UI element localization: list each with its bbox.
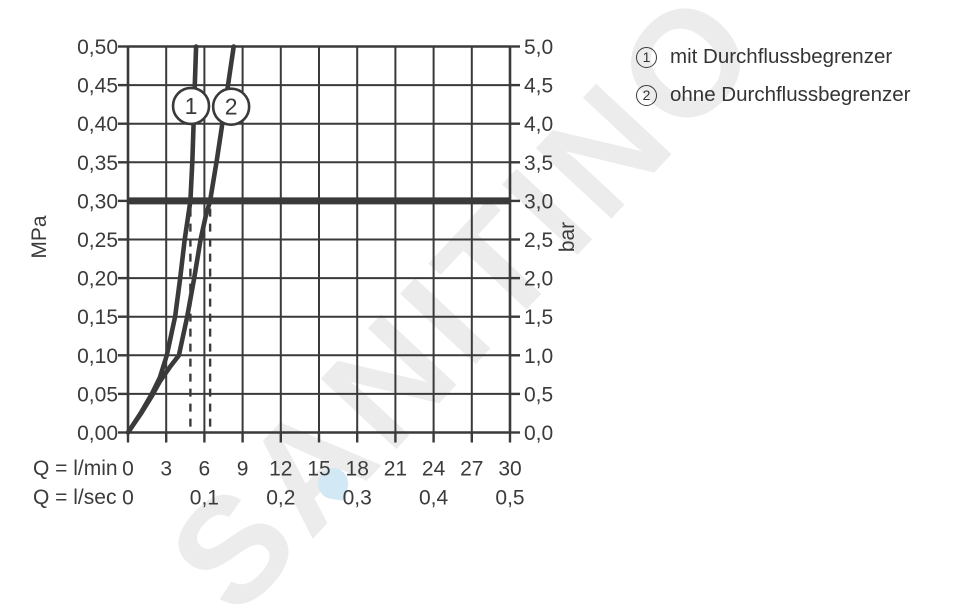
y-tick-label-bar: 1,0 [524, 345, 553, 368]
y-tick-label-bar: 0,5 [524, 383, 553, 406]
legend-label-1: mit Durchflussbegrenzer [670, 45, 893, 68]
legend-symbol-2-icon: 2 [636, 84, 657, 106]
y-tick-label-mpa: 0,20 [77, 268, 118, 291]
x-tick-label-lmin: 21 [384, 458, 407, 481]
y-tick-label-bar: 5,0 [524, 36, 553, 59]
y-tick-label-bar: 4,0 [524, 113, 553, 136]
x-tick-label-lmin: 15 [307, 458, 330, 481]
x-tick-label-lsec: 0,4 [419, 487, 449, 510]
x-tick-label-lsec: 0,1 [190, 487, 219, 510]
y-tick-label-mpa: 0,30 [77, 190, 118, 213]
y-tick-label-mpa: 0,35 [77, 152, 118, 175]
x-tick-label-lsec: 0 [122, 487, 134, 510]
x-tick-label-lsec: 0,3 [343, 487, 372, 510]
y-tick-label-mpa: 0,45 [77, 75, 118, 98]
curve-callout-circle-2 [211, 87, 251, 127]
y-tick-label-mpa: 0,05 [77, 383, 118, 406]
x-tick-label-lmin: 18 [346, 458, 369, 481]
curve-callout-number-2: 2 [225, 94, 238, 120]
y-tick-label-mpa: 0,40 [77, 113, 118, 136]
y-tick-label-mpa: 0,25 [77, 229, 118, 252]
y-tick-label-mpa: 0,15 [77, 306, 118, 329]
legend-label-2: ohne Durchflussbegrenzer [670, 83, 911, 106]
x-axis-label-lsec: Q = l/sec [33, 486, 116, 509]
y-tick-label-mpa: 0,50 [77, 36, 118, 59]
x-tick-label-lsec: 0,2 [266, 487, 295, 510]
y-tick-label-bar: 3,5 [524, 152, 553, 175]
x-tick-label-lmin: 30 [498, 458, 521, 481]
legend-item-1: 1 mit Durchflussbegrenzer [636, 44, 910, 70]
y-tick-label-mpa: 0,00 [77, 422, 118, 445]
x-axis-label-lmin: Q = l/min [33, 457, 118, 480]
x-tick-label-lmin: 3 [160, 458, 172, 481]
legend: 1 mit Durchflussbegrenzer 2 ohne Durchfl… [636, 44, 910, 120]
curve-callout-circle-1 [171, 86, 211, 126]
y-axis-unit-right: bar [556, 222, 579, 252]
x-tick-label-lsec: 0,5 [495, 487, 524, 510]
curve-2 [125, 44, 236, 435]
y-tick-label-bar: 0,0 [524, 422, 553, 445]
legend-symbol-1-icon: 1 [636, 46, 657, 68]
x-tick-label-lmin: 27 [460, 458, 483, 481]
y-tick-label-bar: 1,5 [524, 306, 553, 329]
y-tick-label-bar: 4,5 [524, 75, 553, 98]
y-tick-label-bar: 2,5 [524, 229, 553, 252]
y-tick-label-bar: 3,0 [524, 190, 553, 213]
x-tick-label-lmin: 9 [237, 458, 249, 481]
x-tick-label-lmin: 0 [122, 458, 134, 481]
y-tick-label-bar: 2,0 [524, 268, 553, 291]
x-tick-label-lmin: 6 [199, 458, 211, 481]
curve-callout-number-1: 1 [185, 93, 198, 119]
y-axis-unit-left: MPa [28, 215, 51, 259]
x-tick-label-lmin: 24 [422, 458, 446, 481]
x-tick-label-lmin: 12 [269, 458, 292, 481]
y-tick-label-mpa: 0,10 [77, 345, 118, 368]
legend-item-2: 2 ohne Durchflussbegrenzer [636, 82, 910, 108]
